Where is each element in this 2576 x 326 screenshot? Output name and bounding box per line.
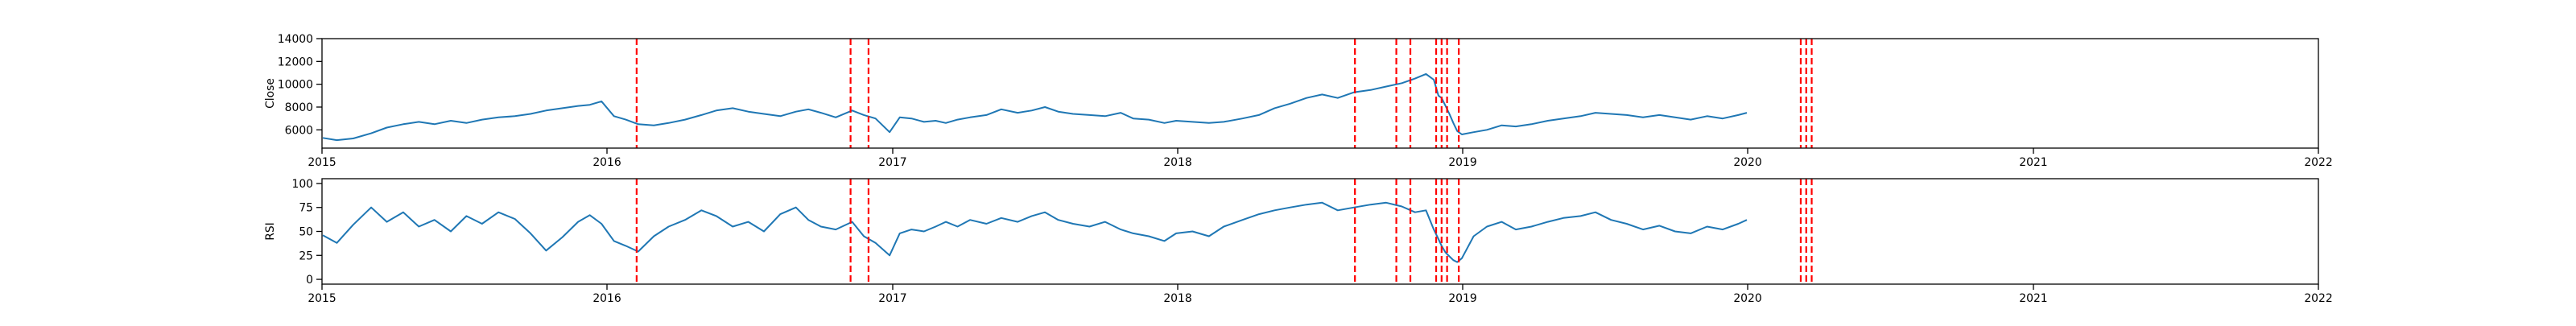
y-tick-label: 0: [306, 274, 313, 287]
x-tick-label: 2019: [1448, 156, 1476, 169]
y-tick-label: 75: [299, 202, 313, 215]
x-tick-label: 2021: [2019, 156, 2047, 169]
y-axis-label: RSI: [264, 222, 277, 241]
series-line: [322, 72, 1748, 142]
x-tick-label: 2016: [592, 292, 621, 305]
x-tick-label: 2017: [878, 292, 906, 305]
x-tick-label: 2018: [1163, 156, 1191, 169]
series-line: [322, 201, 1748, 263]
y-tick-label: 10000: [278, 79, 313, 92]
x-tick-label: 2015: [308, 292, 336, 305]
y-tick-label: 25: [299, 250, 313, 262]
x-tick-label: 2022: [2304, 156, 2332, 169]
y-axis-label: Close: [264, 78, 277, 109]
x-tick-label: 2015: [308, 156, 336, 169]
y-tick-label: 14000: [278, 33, 313, 46]
x-tick-label: 2022: [2304, 292, 2332, 305]
plot-frame: [321, 178, 2319, 285]
x-tick-label: 2019: [1448, 292, 1476, 305]
x-tick-label: 2020: [1733, 292, 1761, 305]
y-tick-label: 8000: [285, 101, 313, 114]
x-tick-label: 2021: [2019, 292, 2047, 305]
y-tick-label: 12000: [278, 56, 313, 68]
x-tick-label: 2018: [1163, 292, 1191, 305]
y-tick-label: 100: [291, 178, 313, 191]
y-tick-label: 50: [299, 226, 313, 239]
y-tick-label: 6000: [285, 124, 313, 137]
panel-1: 2015 2016 2017 2018 2019 2020 2021 2022 6000 8000…: [264, 33, 2333, 169]
x-tick-label: 2020: [1733, 156, 1761, 169]
x-tick-label: 2016: [592, 156, 621, 169]
panel-2: 2015 2016 2017 2018 2019 2020 2021 2022 0 25 50 75 1…: [264, 178, 2333, 305]
plot-frame: [321, 38, 2319, 149]
x-tick-label: 2017: [878, 156, 906, 169]
